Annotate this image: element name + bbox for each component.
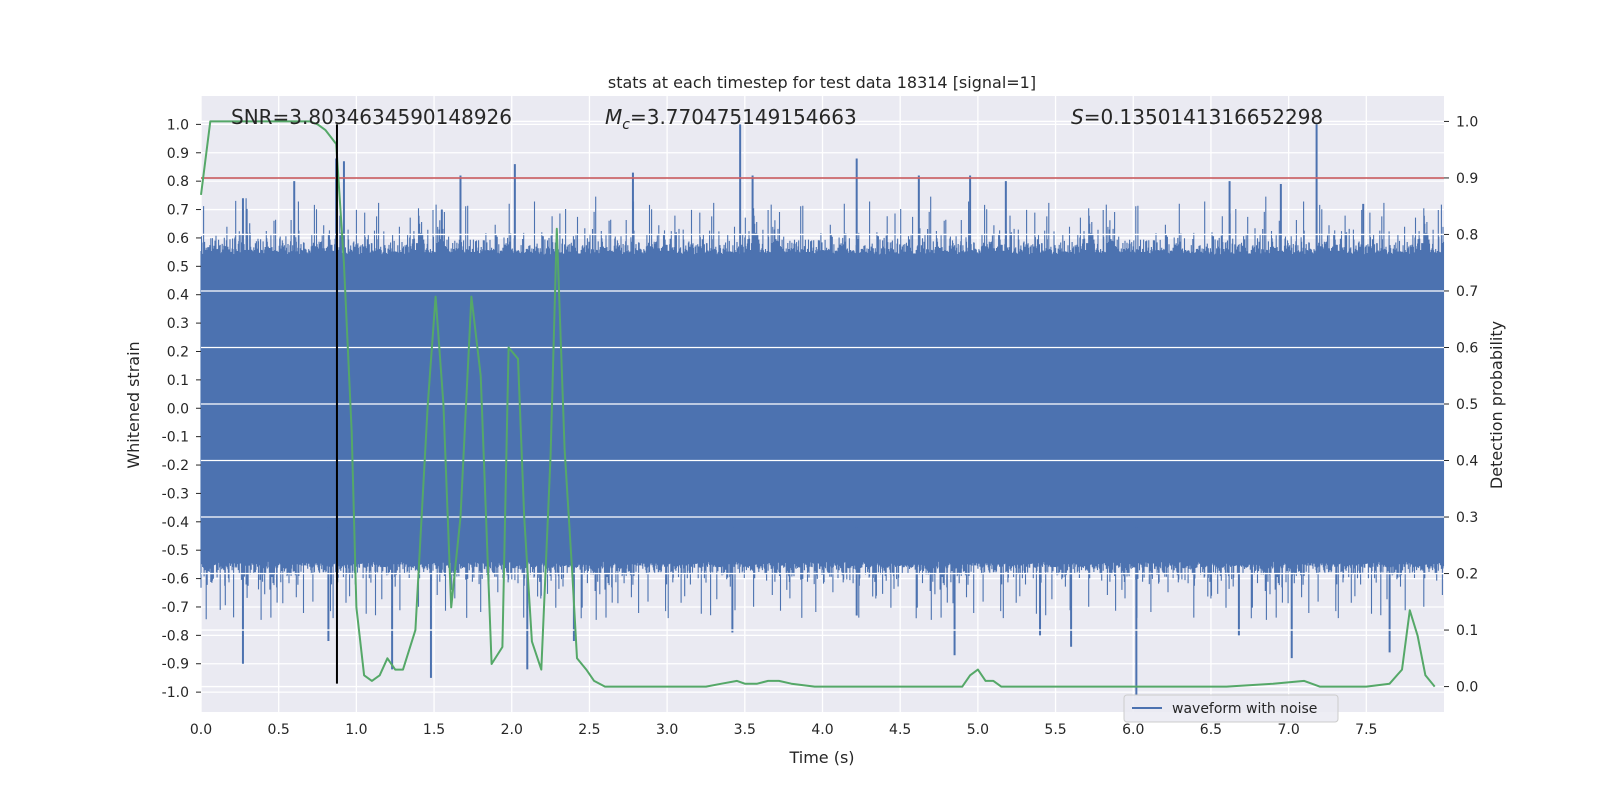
chirp-mass-annotation: Mc=3.770475149154663 — [605, 105, 857, 133]
x-tick-labels: 0.0 0.5 1.0 1.5 2.0 2.5 3.0 3.5 4.0 4.5 5.0 5.5 6.0 6… — [190, 722, 1378, 738]
waveform-core — [201, 289, 1444, 528]
snr-annotation: SNR=3.8034634590148926 — [231, 105, 512, 129]
y2-tick-label: 0.1 — [1456, 623, 1478, 639]
x-tick-label: 4.0 — [811, 722, 833, 738]
y2-tick-label: 0.9 — [1456, 171, 1478, 187]
y2-tick-label: 0.6 — [1456, 340, 1478, 356]
y2-tick-label: 0.2 — [1456, 567, 1478, 583]
y-tick-label: 0.4 — [167, 288, 189, 304]
x-tick-label: 3.5 — [734, 722, 756, 738]
y-tick-label: 0.8 — [167, 174, 189, 190]
y2-tick-label: 0.7 — [1456, 284, 1478, 300]
y-tick-label: -0.1 — [162, 430, 189, 446]
y-tick-label: 0.5 — [167, 259, 189, 275]
detection-probability-line — [200, 120, 1436, 688]
x-tick-label: 3.0 — [656, 722, 678, 738]
legend: waveform with noise — [1123, 694, 1339, 723]
y-tick-label: -0.8 — [162, 628, 189, 644]
y2-tick-labels: 1.0 0.9 0.8 0.7 0.6 0.5 0.4 0.3 0.2 0.1 0.0 — [1444, 114, 1478, 696]
x-tick-label: 2.5 — [578, 722, 600, 738]
y-tick-labels: 1.0 0.9 0.8 0.7 0.6 0.5 0.4 0.3 0.2 0.1 0.0 -0.1 -0.… — [162, 117, 201, 701]
y-tick-label: -0.2 — [162, 458, 189, 474]
x-tick-label: 7.0 — [1277, 722, 1299, 738]
y-tick-label: 0.0 — [167, 401, 189, 417]
y-tick-label: 0.6 — [167, 231, 189, 247]
y2-axis-label: Detection probability — [1487, 321, 1506, 489]
x-tick-label: 4.5 — [889, 722, 911, 738]
waveform-series — [200, 124, 1445, 695]
right-gridlines — [201, 120, 1444, 688]
x-tick-label: 7.5 — [1355, 722, 1377, 738]
x-tick-label: 0.5 — [268, 722, 290, 738]
y2-tick-label: 0.4 — [1456, 454, 1478, 470]
chirp-mass-subscript: c — [622, 117, 630, 133]
y2-tick-label: 0.8 — [1456, 227, 1478, 243]
y-axis-label: Whitened strain — [124, 341, 143, 468]
y-tick-label: -0.9 — [162, 657, 189, 673]
x-tick-label: 6.5 — [1200, 722, 1222, 738]
y2-tick-label: 0.0 — [1456, 680, 1478, 696]
x-tick-label: 5.0 — [967, 722, 989, 738]
x-tick-label: 2.0 — [501, 722, 523, 738]
detection-probability-series — [200, 120, 1436, 688]
y-tick-label: -0.5 — [162, 543, 189, 559]
y-tick-label: -1.0 — [162, 685, 189, 701]
x-axis-label: Time (s) — [788, 748, 854, 767]
x-tick-label: 1.0 — [345, 722, 367, 738]
y2-tick-label: 0.5 — [1456, 397, 1478, 413]
x-tick-label: 0.0 — [190, 722, 212, 738]
y-tick-label: 0.7 — [167, 203, 189, 219]
legend-box — [1123, 694, 1339, 723]
s-annotation: S=0.1350141316652298 — [1071, 105, 1323, 129]
x-tick-label: 5.5 — [1044, 722, 1066, 738]
chirp-mass-symbol: M — [605, 105, 622, 129]
y-tick-label: 0.1 — [167, 373, 189, 389]
chirp-mass-value: =3.770475149154663 — [630, 105, 857, 129]
s-symbol: S — [1071, 105, 1084, 129]
y-tick-label: -0.4 — [162, 515, 189, 531]
y-tick-label: 0.3 — [167, 316, 189, 332]
chart-title: stats at each timestep for test data 183… — [608, 73, 1036, 92]
y2-tick-label: 0.3 — [1456, 510, 1478, 526]
y-tick-label: 1.0 — [167, 117, 189, 133]
y2-tick-label: 1.0 — [1456, 114, 1478, 130]
x-tick-label: 1.5 — [423, 722, 445, 738]
y-tick-label: -0.7 — [162, 600, 189, 616]
legend-label-waveform: waveform with noise — [1172, 701, 1317, 717]
s-value: =0.1350141316652298 — [1084, 105, 1323, 129]
x-tick-label: 6.0 — [1122, 722, 1144, 738]
y-tick-label: 0.2 — [167, 344, 189, 360]
y-tick-label: -0.6 — [162, 572, 189, 588]
y-tick-label: -0.3 — [162, 486, 189, 502]
y-tick-label: 0.9 — [167, 146, 189, 162]
